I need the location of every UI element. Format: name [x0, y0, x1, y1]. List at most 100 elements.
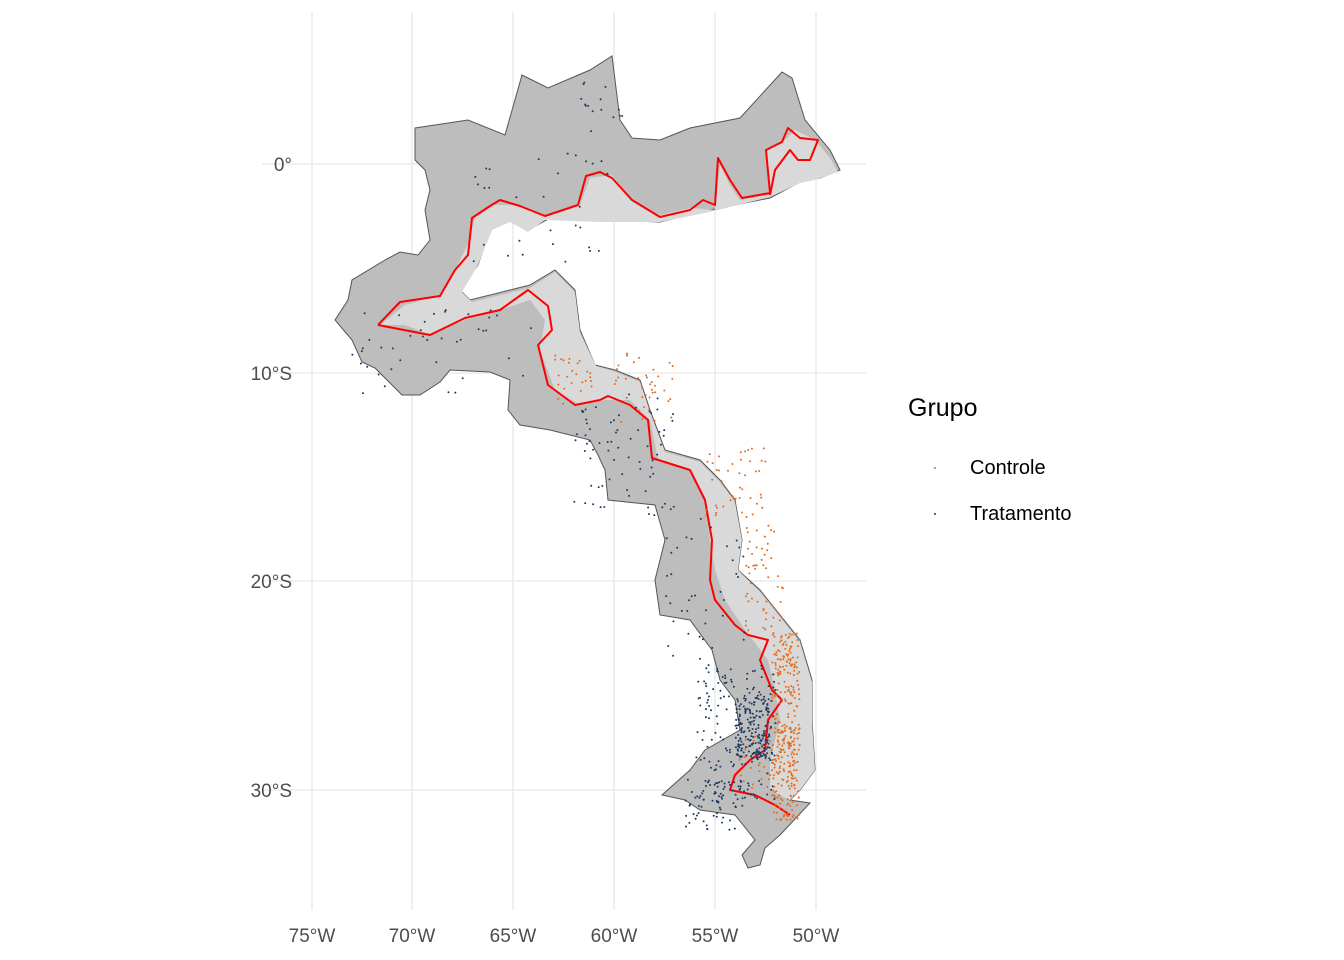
point-tratamento	[717, 704, 720, 707]
point-controle	[793, 728, 796, 731]
point-controle	[773, 774, 776, 777]
point-tratamento	[757, 724, 760, 727]
point-tratamento	[751, 712, 754, 715]
point-tratamento	[716, 722, 719, 725]
point-controle	[790, 645, 793, 648]
point-tratamento	[734, 746, 737, 749]
point-tratamento	[716, 782, 719, 785]
point-tratamento	[747, 782, 750, 785]
point-tratamento	[769, 693, 772, 696]
point-tratamento	[711, 799, 714, 802]
point-tratamento	[756, 748, 758, 751]
point-controle	[766, 542, 769, 545]
point-tratamento	[515, 196, 518, 199]
point-tratamento	[738, 705, 741, 707]
point-tratamento	[743, 697, 745, 700]
point-tratamento	[744, 746, 747, 749]
point-tratamento	[758, 747, 761, 750]
point-tratamento	[738, 723, 741, 726]
point-controle	[773, 653, 776, 656]
point-tratamento	[685, 814, 688, 817]
point-tratamento	[476, 183, 479, 186]
point-controle	[747, 600, 750, 603]
point-tratamento	[667, 645, 670, 647]
point-tratamento	[730, 680, 733, 683]
point-tratamento	[756, 694, 759, 697]
point-tratamento	[380, 346, 383, 349]
point-tratamento	[749, 711, 752, 713]
point-tratamento	[720, 780, 723, 783]
point-tratamento	[742, 638, 745, 641]
point-tratamento	[366, 365, 369, 368]
point-tratamento	[672, 413, 674, 416]
point-controle	[793, 669, 796, 672]
point-tratamento	[712, 814, 715, 817]
y-tick-label: 10°S	[251, 364, 292, 385]
point-controle	[798, 698, 801, 701]
point-tratamento	[774, 722, 777, 725]
point-tratamento	[739, 755, 742, 758]
point-controle	[739, 774, 742, 777]
point-tratamento	[749, 716, 752, 719]
point-controle	[771, 693, 774, 696]
point-controle	[788, 632, 791, 635]
point-controle	[791, 801, 794, 804]
point-controle	[785, 643, 788, 646]
point-controle	[798, 693, 801, 696]
point-controle	[744, 595, 747, 598]
point-controle	[613, 383, 616, 385]
point-tratamento	[766, 704, 769, 706]
point-controle	[751, 786, 753, 789]
point-controle	[716, 506, 718, 509]
point-controle	[775, 760, 778, 763]
point-controle	[563, 387, 566, 390]
point-controle	[775, 651, 778, 654]
point-tratamento	[687, 632, 690, 635]
point-tratamento	[669, 508, 672, 511]
point-tratamento	[685, 536, 688, 539]
legend-key-controle	[912, 445, 958, 491]
point-controle	[783, 751, 786, 754]
point-controle	[785, 664, 788, 667]
point-tratamento	[744, 712, 747, 714]
point-controle	[653, 384, 656, 387]
point-controle	[714, 514, 717, 517]
x-tick-label: 55°W	[692, 926, 739, 947]
point-tratamento	[637, 429, 640, 432]
point-controle	[792, 764, 795, 767]
point-tratamento	[757, 741, 760, 744]
point-tratamento	[701, 792, 704, 795]
point-tratamento	[697, 680, 700, 683]
point-tratamento	[759, 693, 762, 696]
point-tratamento	[699, 758, 702, 761]
point-controle	[792, 656, 794, 659]
point-controle	[785, 781, 788, 784]
point-controle	[648, 408, 650, 411]
point-tratamento	[670, 573, 673, 576]
point-controle	[776, 722, 779, 725]
point-tratamento	[518, 239, 521, 242]
point-tratamento	[748, 691, 751, 694]
point-tratamento	[695, 756, 698, 759]
x-tick-label: 70°W	[389, 926, 436, 947]
point-controle	[785, 818, 788, 821]
point-tratamento	[760, 699, 763, 702]
point-controle	[787, 637, 790, 639]
point-controle	[797, 684, 800, 686]
point-tratamento	[709, 526, 712, 529]
point-controle	[784, 647, 787, 650]
point-tratamento	[705, 708, 708, 711]
point-tratamento	[764, 755, 767, 758]
point-controle	[762, 609, 765, 612]
point-tratamento	[707, 671, 710, 674]
point-controle	[774, 796, 777, 799]
point-tratamento	[765, 747, 768, 750]
point-controle	[650, 388, 653, 391]
point-controle	[752, 739, 755, 742]
point-tratamento	[762, 701, 765, 704]
point-controle	[765, 600, 768, 603]
point-controle	[769, 740, 772, 743]
legend-label-tratamento: Tratamento	[970, 502, 1072, 525]
point-controle	[650, 381, 653, 383]
point-tratamento	[592, 503, 595, 506]
